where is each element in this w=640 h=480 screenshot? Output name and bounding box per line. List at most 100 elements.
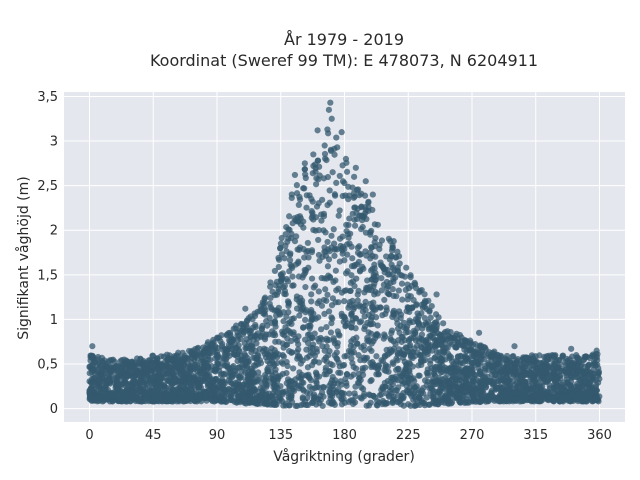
- scatter-point: [219, 397, 227, 405]
- scatter-point: [165, 393, 173, 400]
- scatter-point: [429, 400, 436, 407]
- scatter-point: [308, 362, 316, 369]
- scatter-point: [95, 360, 103, 367]
- scatter-point: [331, 252, 338, 259]
- scatter-point: [463, 391, 470, 399]
- scatter-point: [342, 316, 349, 323]
- scatter-point: [374, 322, 381, 329]
- scatter-point: [388, 374, 395, 381]
- scatter-point: [295, 341, 302, 348]
- scatter-point: [544, 356, 552, 363]
- scatter-point: [356, 302, 363, 309]
- scatter-point: [114, 368, 121, 375]
- scatter-point: [394, 320, 401, 327]
- scatter-point: [336, 258, 343, 265]
- scatter-point: [219, 378, 226, 385]
- scatter-point: [323, 358, 330, 365]
- scatter-point: [403, 344, 410, 351]
- scatter-point: [551, 369, 558, 376]
- scatter-point: [369, 310, 376, 317]
- scatter-point: [367, 231, 374, 238]
- scatter-point: [348, 272, 355, 279]
- scatter-point: [436, 354, 443, 361]
- scatter-point: [361, 192, 369, 199]
- scatter-point: [278, 234, 285, 242]
- scatter-point: [433, 388, 441, 395]
- scatter-point: [301, 160, 308, 167]
- scatter-point: [289, 273, 296, 280]
- scatter-point: [514, 355, 521, 363]
- scatter-point: [432, 343, 439, 351]
- scatter-point: [338, 381, 345, 388]
- scatter-point: [277, 240, 285, 247]
- scatter-point: [293, 233, 300, 240]
- scatter-point: [520, 355, 527, 362]
- scatter-point: [511, 343, 518, 350]
- scatter-point: [314, 300, 321, 307]
- scatter-point: [512, 370, 519, 377]
- scatter-point: [420, 341, 428, 348]
- scatter-point: [389, 264, 397, 271]
- scatter-point: [309, 315, 316, 322]
- scatter-point: [254, 351, 261, 358]
- scatter-point: [149, 352, 156, 359]
- scatter-point: [230, 336, 237, 343]
- scatter-point: [362, 204, 369, 211]
- scatter-point: [119, 363, 126, 371]
- scatter-point: [461, 369, 468, 376]
- scatter-point: [261, 304, 268, 311]
- scatter-point: [210, 385, 217, 392]
- scatter-point: [428, 302, 435, 310]
- scatter-point: [270, 331, 277, 339]
- scatter-point: [303, 204, 310, 211]
- scatter-point: [300, 271, 307, 279]
- y-axis-title: Signifikant våghöjd (m): [15, 176, 32, 339]
- scatter-point: [275, 254, 282, 262]
- scatter-point: [119, 368, 126, 375]
- scatter-point: [370, 299, 377, 306]
- scatter-point: [536, 382, 543, 389]
- scatter-point: [313, 379, 320, 387]
- scatter-point: [269, 288, 276, 295]
- scatter-point: [398, 280, 406, 287]
- scatter-point: [231, 388, 238, 395]
- scatter-point: [351, 216, 358, 223]
- scatter-point: [399, 334, 406, 341]
- scatter-point: [476, 368, 484, 375]
- scatter-point: [544, 395, 551, 402]
- scatter-point: [461, 376, 469, 383]
- scatter-point: [536, 359, 543, 366]
- scatter-point: [433, 291, 440, 298]
- x-tick-labels: 0 45 90 135 180 225 270 315 360: [85, 428, 612, 443]
- scatter-point: [325, 308, 333, 315]
- scatter-point: [348, 310, 355, 318]
- scatter-point: [154, 384, 161, 391]
- scatter-point: [464, 358, 471, 365]
- scatter-point: [375, 371, 382, 378]
- scatter-point: [499, 384, 506, 391]
- scatter-point: [100, 366, 107, 373]
- scatter-point: [175, 349, 182, 356]
- scatter-point: [467, 381, 474, 388]
- scatter-point: [362, 306, 369, 314]
- scatter-point: [378, 237, 386, 244]
- scatter-point: [308, 208, 315, 215]
- scatter-point: [117, 397, 125, 404]
- scatter-point: [290, 315, 297, 322]
- scatter-point: [361, 289, 368, 296]
- scatter-point: [250, 386, 257, 393]
- scatter-point: [415, 394, 423, 401]
- scatter-point: [421, 402, 428, 409]
- scatter-point: [296, 353, 303, 360]
- scatter-point: [354, 291, 361, 298]
- scatter-point: [97, 396, 104, 403]
- scatter-point: [244, 317, 251, 324]
- scatter-point: [406, 305, 413, 312]
- scatter-point: [234, 394, 241, 401]
- scatter-point: [359, 263, 366, 270]
- scatter-point: [284, 335, 291, 342]
- scatter-point: [354, 244, 361, 251]
- scatter-point: [270, 389, 277, 397]
- scatter-point: [567, 361, 574, 368]
- scatter-point: [278, 272, 285, 279]
